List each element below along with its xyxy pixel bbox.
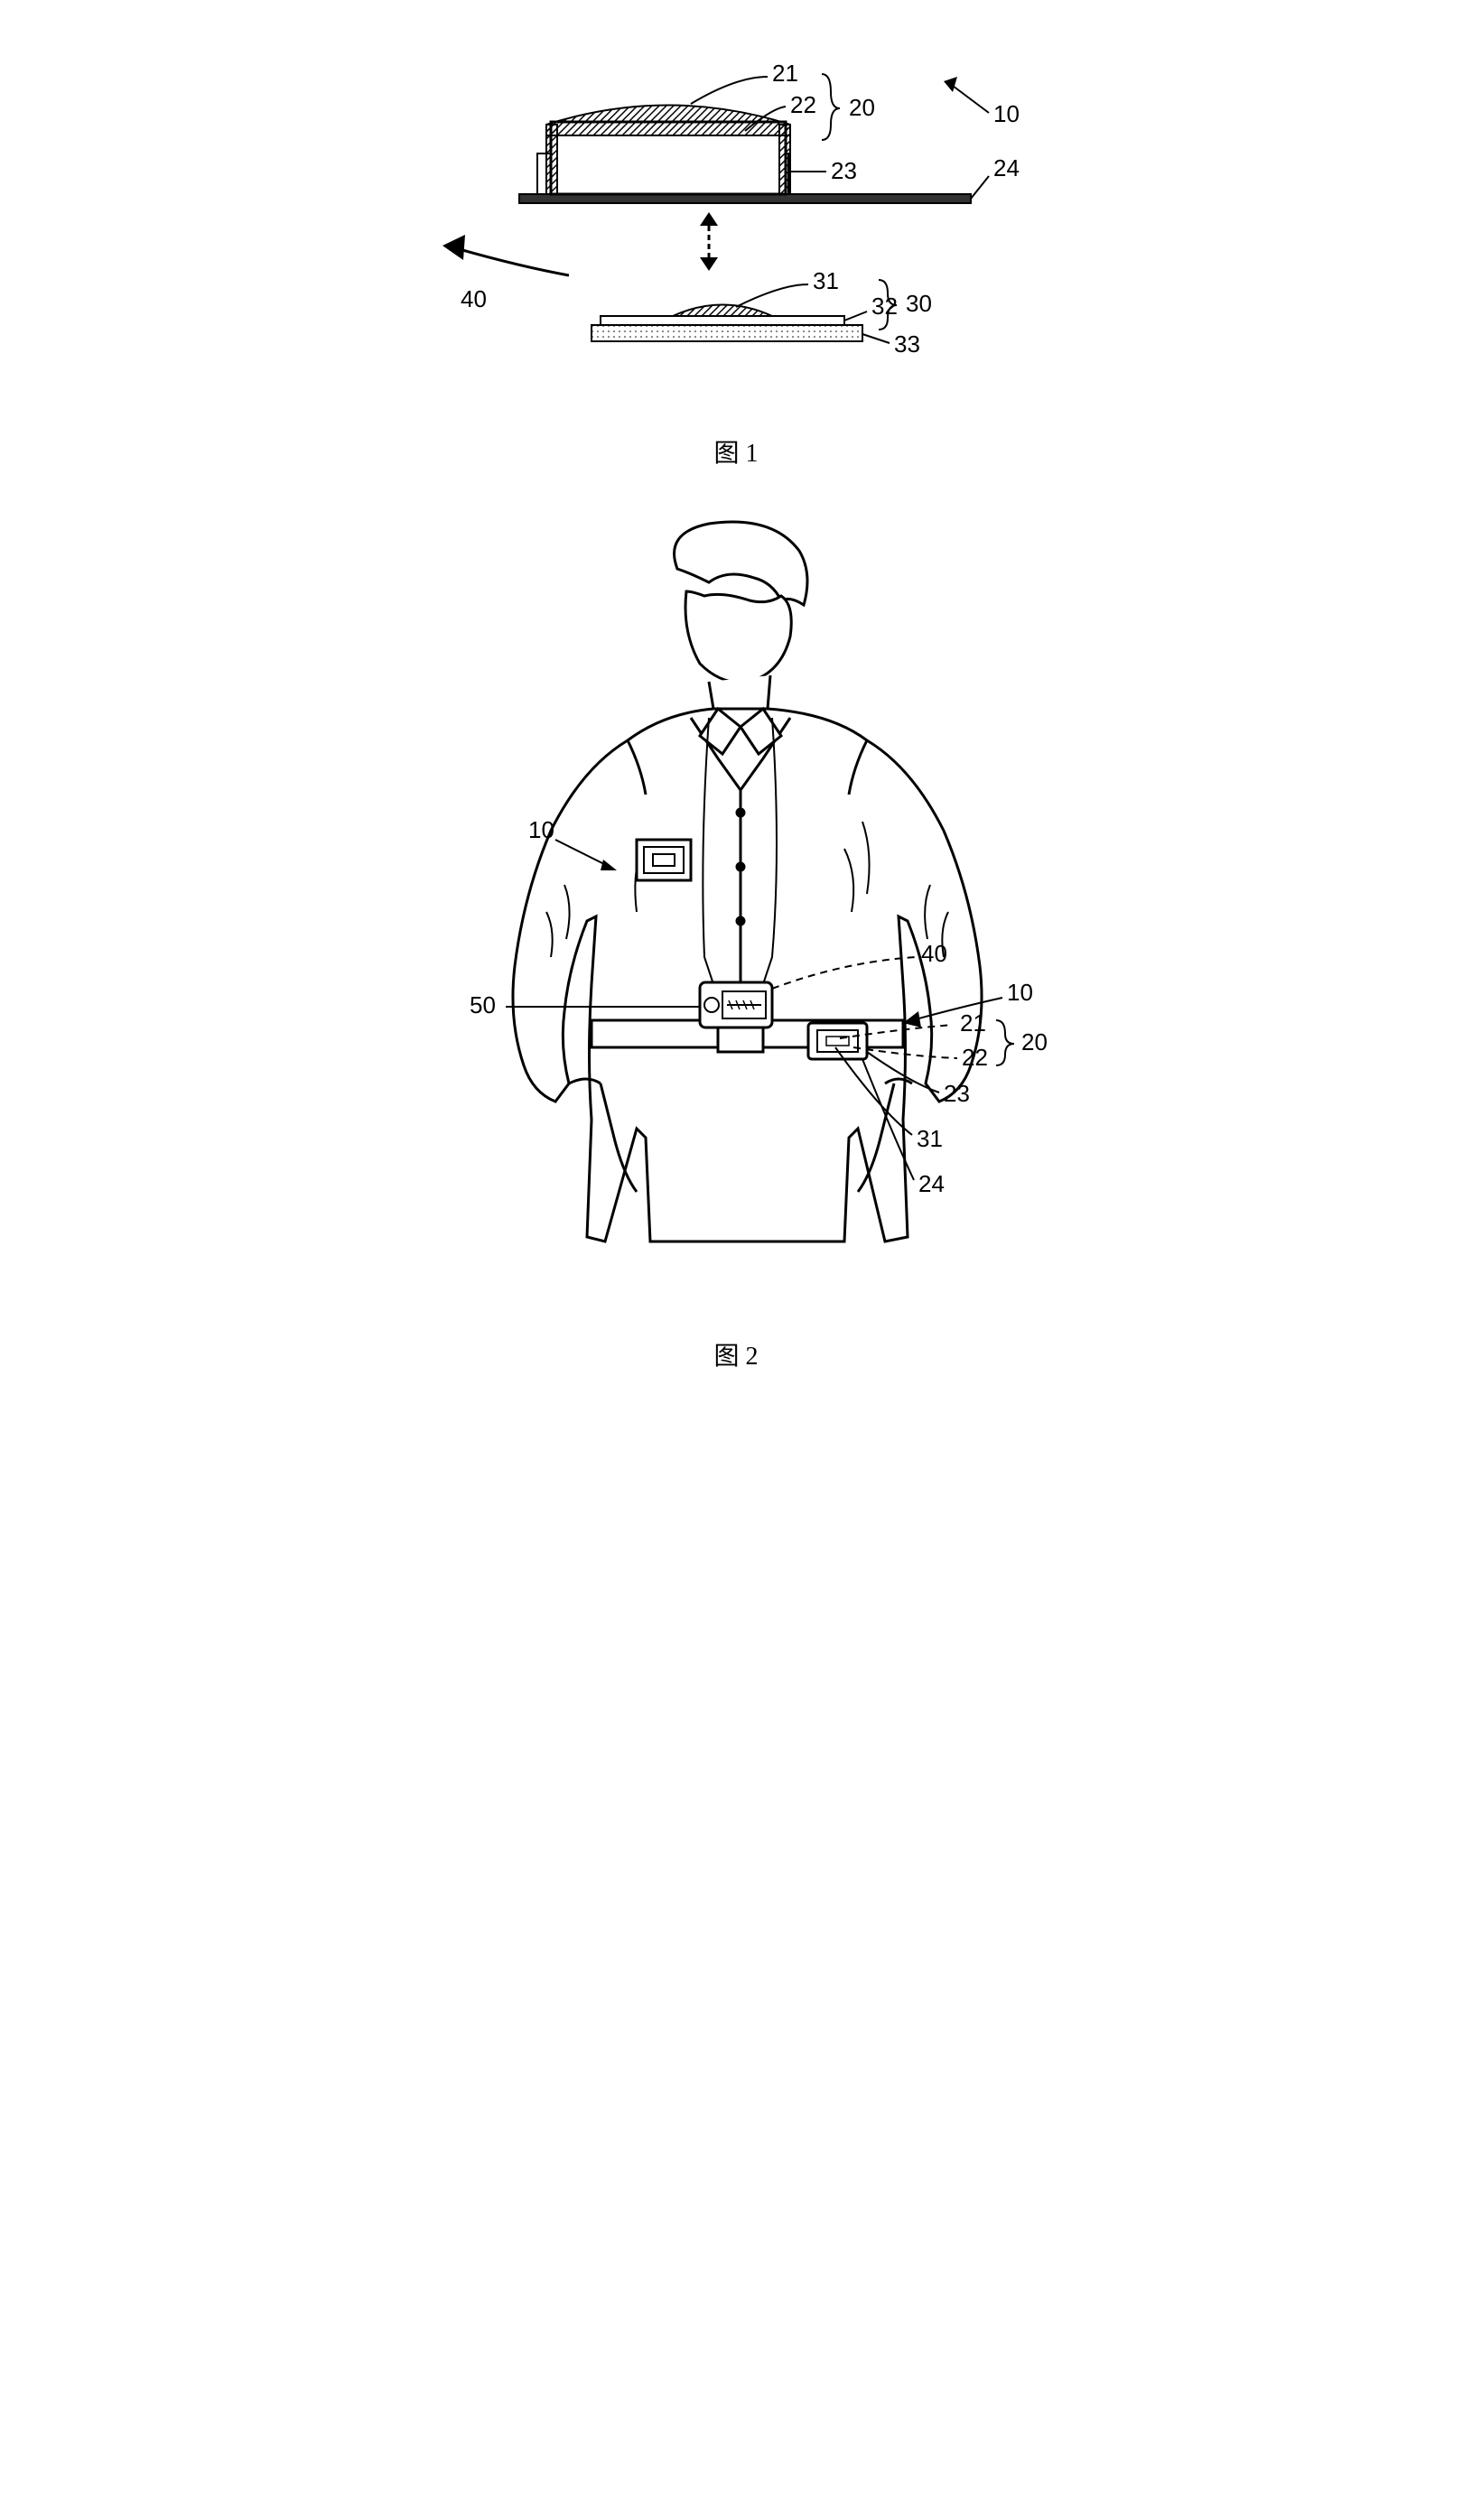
label-21: 21 [960,1009,986,1037]
label-30: 30 [906,290,932,317]
label-10: 10 [993,100,1020,127]
label-20: 20 [849,94,875,121]
ref-10-arrow-icon [944,77,989,113]
label-21: 21 [772,60,798,87]
figure-1: 10 20 21 22 23 24 30 31 32 33 40 图 1 [411,36,1061,470]
part-33 [592,325,862,341]
label-40: 40 [921,940,947,967]
label-32: 32 [871,293,898,320]
label-23: 23 [831,157,857,184]
part-21-22-dome [546,106,790,136]
label-22: 22 [790,91,816,118]
figure-2-label: 图 2 [411,1336,1061,1372]
leader-31 [736,284,808,307]
curved-arrow-40-icon [443,235,569,275]
label-24: 24 [993,154,1020,181]
label-22: 22 [962,1044,988,1071]
label-24: 24 [918,1170,945,1197]
device-10-chest [637,840,691,880]
brace-20-fig2 [996,1020,1014,1065]
label-20: 20 [1021,1028,1048,1055]
label-50: 50 [470,991,496,1018]
leader-33 [862,334,890,343]
device-50 [700,982,772,1028]
figure-1-svg: 10 20 21 22 23 24 30 31 32 33 40 [411,36,1061,415]
figure-2-svg: 10 10 50 40 21 22 20 23 31 24 [411,506,1061,1318]
label-33: 33 [894,330,920,358]
label-10b: 10 [1007,979,1033,1006]
label-31: 31 [917,1125,943,1152]
leader-21 [691,77,768,104]
figure-1-label: 图 1 [411,433,1061,470]
figure-2: 10 10 50 40 21 22 20 23 31 24 图 2 [411,506,1061,1372]
device-10-belt [808,1023,867,1059]
label-40: 40 [461,285,487,312]
figures-container: 10 20 21 22 23 24 30 31 32 33 40 图 1 [36,36,1436,1372]
label-10a: 10 [528,816,554,843]
part-32 [601,316,844,325]
wall-left [546,125,557,194]
label-31: 31 [813,267,839,294]
wall-right [779,125,790,194]
double-arrow-icon [700,212,718,271]
leader-32 [844,312,867,321]
label-23: 23 [944,1080,970,1107]
part-31 [673,305,772,317]
leader-24 [971,176,989,199]
brace-20 [822,74,840,140]
